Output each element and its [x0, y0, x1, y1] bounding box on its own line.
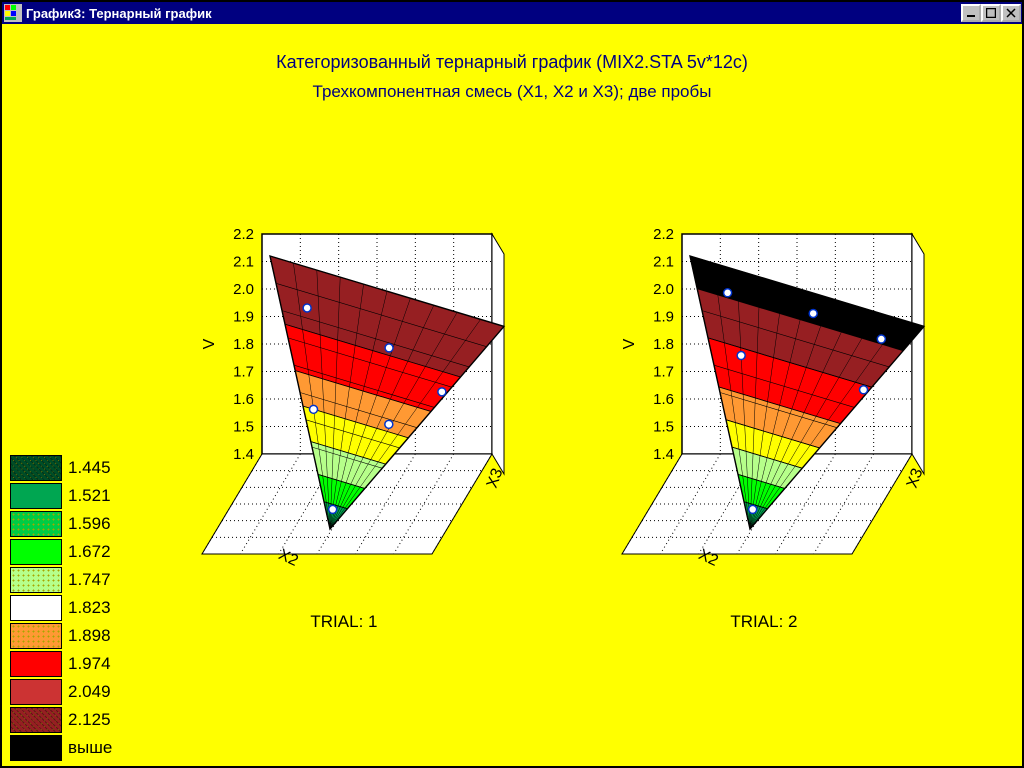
trial-label-2: TRIAL: 2	[730, 612, 797, 632]
legend-swatch	[10, 651, 62, 677]
legend-item: 1.898	[10, 622, 112, 650]
legend-item: 1.747	[10, 566, 112, 594]
legend-swatch	[10, 567, 62, 593]
legend-swatch	[10, 735, 62, 761]
svg-text:1.5: 1.5	[653, 419, 674, 436]
svg-text:1.5: 1.5	[233, 419, 254, 436]
svg-text:2.1: 2.1	[653, 254, 674, 271]
legend-label: выше	[68, 738, 112, 758]
ternary-plot-2: 2.22.12.01.91.81.71.61.51.4VX2X3	[612, 184, 982, 604]
legend-swatch	[10, 455, 62, 481]
chart-title-line2: Трехкомпонентная смесь (X1, X2 и X3); дв…	[2, 82, 1022, 102]
svg-text:1.9: 1.9	[653, 309, 674, 326]
legend-label: 1.445	[68, 458, 111, 478]
svg-text:1.8: 1.8	[233, 336, 254, 353]
svg-text:1.6: 1.6	[653, 391, 674, 408]
svg-text:2.1: 2.1	[233, 254, 254, 271]
legend-item: 1.974	[10, 650, 112, 678]
legend-item: выше	[10, 734, 112, 762]
legend-item: 1.521	[10, 482, 112, 510]
svg-text:1.6: 1.6	[233, 391, 254, 408]
svg-text:V: V	[621, 338, 638, 349]
legend-item: 1.823	[10, 594, 112, 622]
chart-title-line1: Категоризованный тернарный график (MIX2.…	[2, 52, 1022, 73]
minimize-button[interactable]	[961, 4, 981, 22]
legend-label: 1.823	[68, 598, 111, 618]
legend-label: 2.049	[68, 682, 111, 702]
legend-item: 1.445	[10, 454, 112, 482]
window-title: График3: Тернарный график	[26, 6, 212, 21]
legend-label: 1.521	[68, 486, 111, 506]
legend-swatch	[10, 511, 62, 537]
ternary-plot-1: 2.22.12.01.91.81.71.61.51.4VX2X3	[192, 184, 562, 604]
trial-label-1: TRIAL: 1	[310, 612, 377, 632]
legend-label: 1.974	[68, 654, 111, 674]
legend-swatch	[10, 595, 62, 621]
legend-swatch	[10, 679, 62, 705]
svg-text:1.4: 1.4	[233, 446, 254, 463]
legend-label: 1.596	[68, 514, 111, 534]
legend-label: 1.747	[68, 570, 111, 590]
svg-text:2.0: 2.0	[233, 281, 254, 298]
window-frame: График3: Тернарный график Категоризованн…	[0, 0, 1024, 768]
legend-label: 1.898	[68, 626, 111, 646]
chart-client-area: Категоризованный тернарный график (MIX2.…	[2, 24, 1022, 766]
svg-text:2.2: 2.2	[653, 226, 674, 243]
legend-item: 1.596	[10, 510, 112, 538]
svg-text:1.4: 1.4	[653, 446, 674, 463]
legend-swatch	[10, 539, 62, 565]
legend-item: 2.125	[10, 706, 112, 734]
close-button[interactable]	[1001, 4, 1021, 22]
svg-text:V: V	[201, 338, 218, 349]
legend-swatch	[10, 483, 62, 509]
legend-swatch	[10, 707, 62, 733]
maximize-button[interactable]	[981, 4, 1001, 22]
titlebar[interactable]: График3: Тернарный график	[2, 2, 1022, 24]
legend-item: 1.672	[10, 538, 112, 566]
svg-text:1.7: 1.7	[653, 364, 674, 381]
svg-text:1.9: 1.9	[233, 309, 254, 326]
svg-text:2.0: 2.0	[653, 281, 674, 298]
svg-text:1.7: 1.7	[233, 364, 254, 381]
legend-swatch	[10, 623, 62, 649]
legend: 1.445 1.521 1.596 1.672 1.747 1.823 1.898 1.974…	[10, 454, 112, 762]
legend-label: 2.125	[68, 710, 111, 730]
app-icon	[4, 4, 22, 22]
legend-label: 1.672	[68, 542, 111, 562]
svg-text:1.8: 1.8	[653, 336, 674, 353]
legend-item: 2.049	[10, 678, 112, 706]
svg-text:2.2: 2.2	[233, 226, 254, 243]
window-buttons	[961, 4, 1022, 22]
